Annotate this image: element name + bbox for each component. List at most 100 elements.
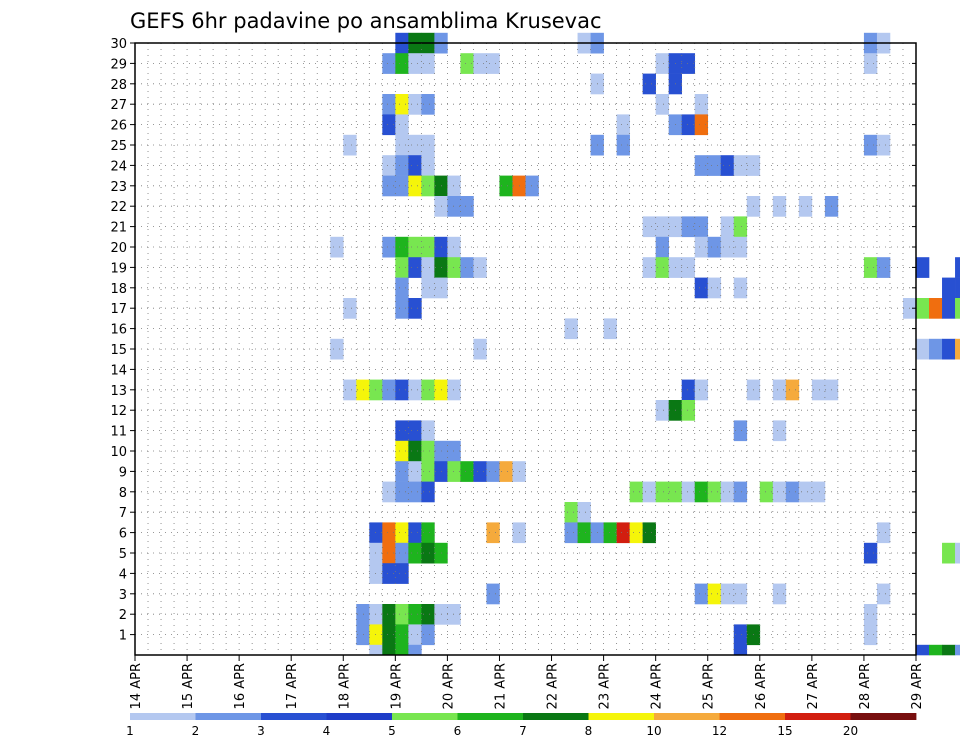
- heatmap-cell: [694, 155, 709, 176]
- heatmap-cell: [421, 134, 435, 156]
- y-tick-label: 10: [110, 445, 127, 460]
- legend-swatch: [392, 713, 458, 720]
- heatmap-cell: [916, 257, 930, 278]
- heatmap-cell: [772, 379, 787, 401]
- heatmap-cell: [473, 257, 487, 278]
- heatmap-cell: [655, 481, 669, 503]
- heatmap-cell: [447, 379, 461, 401]
- x-tick-label: 19 APR: [389, 663, 404, 709]
- heatmap-cell: [942, 542, 956, 564]
- x-tick-label: 15 APR: [181, 663, 196, 709]
- heatmap-cell: [408, 522, 422, 544]
- grid-lines: [135, 43, 916, 655]
- x-tick-label: 22 APR: [546, 663, 561, 709]
- legend-swatch: [457, 713, 524, 720]
- heatmap-cell: [655, 257, 669, 278]
- heatmap-cell: [343, 134, 357, 156]
- heatmap-cell: [720, 216, 735, 238]
- legend-swatch: [719, 713, 786, 720]
- heatmap-cell: [395, 94, 409, 115]
- heatmap-cell: [395, 420, 409, 442]
- legend-label: 10: [646, 724, 661, 738]
- heatmap-cell: [382, 542, 396, 564]
- heatmap-cell: [382, 114, 396, 136]
- heatmap-cell: [707, 236, 722, 258]
- heatmap-cell: [408, 461, 422, 482]
- heatmap-cell: [447, 257, 461, 278]
- heatmap-cell: [942, 277, 956, 299]
- y-tick-label: 25: [110, 139, 127, 154]
- heatmap-cell: [694, 216, 709, 238]
- y-tick-label: 16: [110, 323, 127, 338]
- heatmap-cell: [395, 53, 409, 74]
- heatmap-cell: [408, 94, 422, 115]
- heatmap-cell: [642, 522, 656, 544]
- y-tick-label: 13: [110, 384, 127, 399]
- heatmap-cell: [772, 481, 787, 503]
- heatmap-cell: [655, 94, 669, 115]
- legend-label: 3: [257, 724, 265, 738]
- heatmap-cells: [330, 32, 960, 656]
- y-tick-label: 30: [110, 37, 127, 52]
- heatmap-cell: [486, 461, 500, 482]
- heatmap-cell: [681, 216, 696, 238]
- x-tick-label: 20 APR: [441, 663, 456, 709]
- heatmap-cell: [408, 604, 422, 625]
- heatmap-cell: [707, 583, 722, 605]
- heatmap-cell: [642, 216, 656, 238]
- y-tick-label: 28: [110, 78, 127, 93]
- y-tick-label: 6: [119, 527, 127, 542]
- heatmap-cell: [564, 502, 578, 523]
- heatmap-cell: [720, 236, 735, 258]
- heatmap-cell: [421, 94, 435, 115]
- heatmap-cell: [382, 644, 396, 656]
- heatmap-cell: [421, 236, 435, 258]
- heatmap-cell: [655, 236, 669, 258]
- heatmap-cell: [395, 134, 409, 156]
- heatmap-cell: [733, 624, 748, 646]
- heatmap-cell: [616, 114, 630, 136]
- heatmap-cell: [955, 338, 960, 360]
- heatmap-cell: [655, 216, 669, 238]
- y-tick-label: 27: [110, 98, 127, 113]
- heatmap-cell: [863, 53, 878, 74]
- heatmap-cell: [421, 155, 435, 176]
- heatmap-cell: [447, 236, 461, 258]
- heatmap-cell: [395, 624, 409, 646]
- heatmap-cell: [421, 257, 435, 278]
- heatmap-cell: [694, 114, 709, 136]
- heatmap-cell: [408, 481, 422, 503]
- heatmap-cell: [395, 236, 409, 258]
- legend-label: 7: [519, 724, 527, 738]
- heatmap-cell: [616, 522, 630, 544]
- heatmap-cell: [955, 542, 960, 564]
- heatmap-cell: [408, 298, 422, 319]
- heatmap-cell: [811, 481, 826, 503]
- heatmap-cell: [356, 624, 370, 646]
- y-tick-label: 22: [110, 200, 127, 215]
- heatmap-cell: [382, 481, 396, 503]
- heatmap-cell: [421, 481, 435, 503]
- heatmap-cell: [382, 604, 396, 625]
- heatmap-cell: [694, 236, 709, 258]
- heatmap-cell: [955, 277, 960, 299]
- x-tick-label: 27 APR: [806, 663, 821, 709]
- legend-label: 2: [192, 724, 200, 738]
- heatmap-cell: [707, 155, 722, 176]
- heatmap-cell: [681, 53, 696, 74]
- heatmap-cell: [486, 583, 500, 605]
- heatmap-cell: [395, 461, 409, 482]
- heatmap-cell: [382, 624, 396, 646]
- legend-swatch: [654, 713, 720, 720]
- heatmap-cell: [486, 53, 500, 74]
- heatmap-cell: [694, 277, 709, 299]
- heatmap-cell: [382, 563, 396, 584]
- heatmap-cell: [499, 175, 513, 197]
- x-tick-label: 25 APR: [702, 663, 717, 709]
- heatmap-cell: [382, 94, 396, 115]
- heatmap-cell: [421, 604, 435, 625]
- heatmap-cell: [955, 257, 960, 278]
- y-tick-label: 3: [119, 588, 127, 603]
- legend-label: 5: [388, 724, 396, 738]
